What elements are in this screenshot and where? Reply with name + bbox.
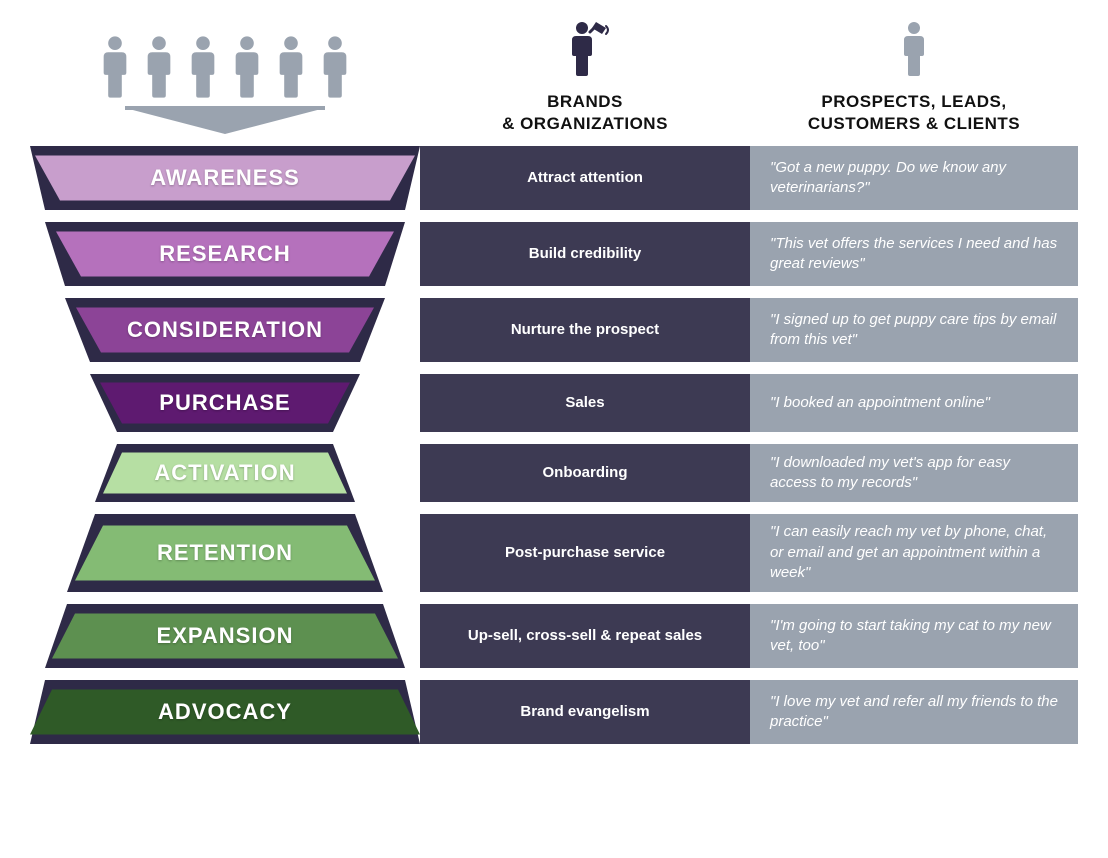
person-icon (750, 20, 1078, 83)
brand-text-purchase: Sales (420, 374, 750, 432)
funnel-rows: AWARENESS Attract attention"Got a new pu… (30, 146, 1078, 744)
stage-awareness: AWARENESS (30, 146, 420, 210)
header-crowd (30, 34, 420, 134)
stage-expansion: EXPANSION (30, 604, 420, 668)
customer-quote-purchase: "I booked an appointment online" (750, 374, 1078, 432)
brand-text-retention: Post-purchase service (420, 514, 750, 592)
customer-quote-awareness: "Got a new puppy. Do we know any veterin… (750, 146, 1078, 210)
stage-advocacy: ADVOCACY (30, 680, 420, 744)
crowd-person-icon (274, 34, 308, 100)
stage-consideration: CONSIDERATION (30, 298, 420, 362)
funnel-row-consideration: CONSIDERATION Nurture the prospect"I sig… (30, 298, 1078, 362)
brand-text-awareness: Attract attention (420, 146, 750, 210)
stage-label-advocacy: ADVOCACY (30, 699, 420, 725)
funnel-row-expansion: EXPANSION Up-sell, cross-sell & repeat s… (30, 604, 1078, 668)
stage-label-purchase: PURCHASE (30, 390, 420, 416)
crowd-person-icon (186, 34, 220, 100)
stage-label-consideration: CONSIDERATION (30, 317, 420, 343)
down-arrow-icon (125, 106, 325, 134)
funnel-row-retention: RETENTION Post-purchase service"I can ea… (30, 514, 1078, 592)
crowd-person-icon (318, 34, 352, 100)
funnel-row-purchase: PURCHASE Sales"I booked an appointment o… (30, 374, 1078, 432)
funnel-row-advocacy: ADVOCACY Brand evangelism"I love my vet … (30, 680, 1078, 744)
brand-text-advocacy: Brand evangelism (420, 680, 750, 744)
crowd-icons (98, 34, 352, 100)
crowd-person-icon (142, 34, 176, 100)
customer-quote-expansion: "I'm going to start taking my cat to my … (750, 604, 1078, 668)
crowd-person-icon (230, 34, 264, 100)
funnel-row-research: RESEARCH Build credibility"This vet offe… (30, 222, 1078, 286)
customer-quote-retention: "I can easily reach my vet by phone, cha… (750, 514, 1078, 592)
brand-text-consideration: Nurture the prospect (420, 298, 750, 362)
customer-quote-research: "This vet offers the services I need and… (750, 222, 1078, 286)
brand-text-expansion: Up-sell, cross-sell & repeat sales (420, 604, 750, 668)
brand-text-activation: Onboarding (420, 444, 750, 502)
brand-text-research: Build credibility (420, 222, 750, 286)
stage-label-research: RESEARCH (30, 241, 420, 267)
crowd-person-icon (98, 34, 132, 100)
stage-label-retention: RETENTION (30, 540, 420, 566)
stage-research: RESEARCH (30, 222, 420, 286)
customer-quote-activation: "I downloaded my vet's app for easy acce… (750, 444, 1078, 502)
stage-purchase: PURCHASE (30, 374, 420, 432)
funnel-row-awareness: AWARENESS Attract attention"Got a new pu… (30, 146, 1078, 210)
stage-label-activation: ACTIVATION (30, 460, 420, 486)
customer-quote-consideration: "I signed up to get puppy care tips by e… (750, 298, 1078, 362)
header-row: BRANDS & ORGANIZATIONS PROSPECTS, LEADS,… (30, 20, 1078, 134)
header-customers-label: PROSPECTS, LEADS, CUSTOMERS & CLIENTS (750, 91, 1078, 134)
header-brands-label: BRANDS & ORGANIZATIONS (420, 91, 750, 134)
stage-activation: ACTIVATION (30, 444, 420, 502)
stage-retention: RETENTION (30, 514, 420, 592)
header-brands: BRANDS & ORGANIZATIONS (420, 20, 750, 134)
customer-quote-advocacy: "I love my vet and refer all my friends … (750, 680, 1078, 744)
header-customers: PROSPECTS, LEADS, CUSTOMERS & CLIENTS (750, 20, 1078, 134)
funnel-row-activation: ACTIVATION Onboarding"I downloaded my ve… (30, 444, 1078, 502)
stage-label-expansion: EXPANSION (30, 623, 420, 649)
stage-label-awareness: AWARENESS (30, 165, 420, 191)
megaphone-person-icon (420, 20, 750, 83)
